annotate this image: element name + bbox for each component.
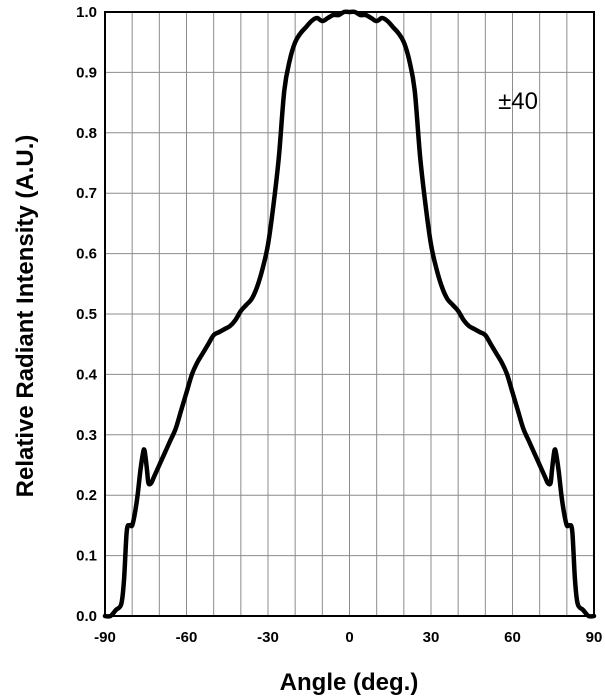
- y-tick-label: 0.7: [76, 185, 97, 202]
- x-axis-title: Angle (deg.): [280, 669, 419, 696]
- y-tick-label: 0.2: [76, 487, 97, 504]
- beam-angle-annotation: ±40: [498, 88, 538, 115]
- y-tick-label: 1.0: [76, 4, 97, 21]
- y-tick-label: 0.5: [76, 306, 97, 323]
- y-tick-label: 0.8: [76, 125, 97, 142]
- x-tick-labels: -90 -60 -30 0 30 60 90: [94, 629, 602, 646]
- x-tick-label: -60: [176, 629, 198, 646]
- y-tick-label: 0.3: [76, 427, 97, 444]
- x-tick-label: 60: [504, 629, 521, 646]
- y-axis-title: Relative Radiant Intensity (A.U.): [12, 135, 39, 498]
- intensity-curve: [102, 9, 597, 619]
- y-tick-label: 0.0: [76, 608, 97, 625]
- y-tick-label: 0.9: [76, 64, 97, 81]
- y-tick-label: 0.1: [76, 548, 97, 565]
- y-tick-labels: 0.0 0.1 0.2 0.3 0.4 0.5 0.6 0.7 0.8 0.9 1.0: [76, 4, 98, 625]
- y-tick-label: 0.6: [76, 246, 97, 263]
- y-tick-label: 0.4: [76, 366, 98, 383]
- x-tick-label: 0: [345, 629, 353, 646]
- x-tick-label: -30: [257, 629, 279, 646]
- x-tick-label: 30: [423, 629, 440, 646]
- x-tick-label: 90: [586, 629, 603, 646]
- x-tick-label: -90: [94, 629, 116, 646]
